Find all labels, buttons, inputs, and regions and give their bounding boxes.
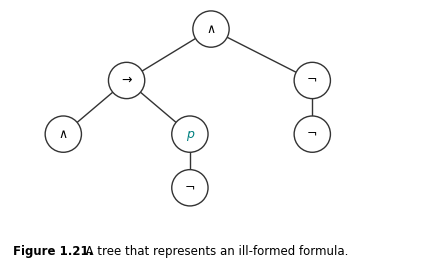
- Text: p: p: [186, 128, 194, 141]
- Text: ∧: ∧: [59, 128, 68, 141]
- Text: →: →: [122, 74, 132, 87]
- Text: A tree that represents an ill-formed formula.: A tree that represents an ill-formed for…: [78, 245, 349, 258]
- Text: Figure 1.21.: Figure 1.21.: [13, 245, 93, 258]
- Text: ∧: ∧: [206, 23, 216, 36]
- Ellipse shape: [172, 116, 208, 152]
- Ellipse shape: [193, 11, 229, 47]
- Text: ¬: ¬: [185, 181, 195, 194]
- Text: ¬: ¬: [307, 128, 317, 141]
- Ellipse shape: [294, 62, 330, 99]
- Ellipse shape: [172, 170, 208, 206]
- Ellipse shape: [294, 116, 330, 152]
- Text: ¬: ¬: [307, 74, 317, 87]
- Ellipse shape: [45, 116, 81, 152]
- Ellipse shape: [108, 62, 145, 99]
